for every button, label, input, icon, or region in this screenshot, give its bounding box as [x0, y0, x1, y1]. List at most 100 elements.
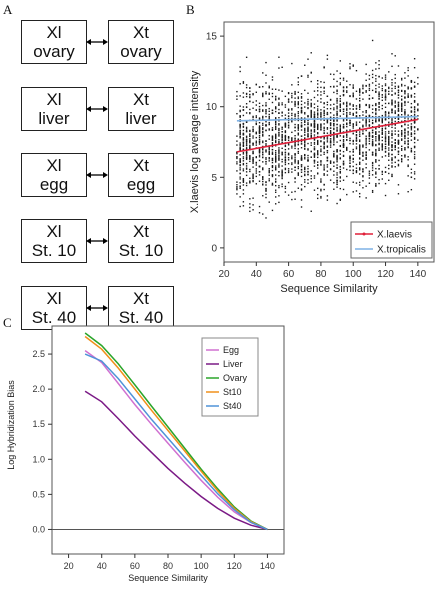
scatter-point: [368, 172, 371, 174]
scatter-point: [287, 162, 290, 165]
scatter-point: [384, 151, 387, 153]
scatter-point: [284, 158, 287, 160]
scatter-point: [265, 104, 267, 106]
scatter-point: [342, 167, 345, 169]
scatter-point: [239, 154, 241, 156]
scatter-point: [297, 152, 300, 154]
scatter-point: [245, 142, 248, 144]
scatter-point: [287, 135, 290, 138]
scatter-point: [245, 84, 248, 86]
scatter-point: [300, 188, 303, 190]
scatter-point: [297, 138, 300, 140]
scatter-point: [239, 70, 241, 73]
scatter-point: [307, 149, 309, 151]
scatter-point: [407, 88, 409, 90]
scatter-point: [349, 67, 351, 70]
scatter-point: [388, 140, 390, 143]
scatter-point: [300, 166, 303, 168]
scatter-point: [375, 131, 377, 134]
scatter-point: [304, 140, 306, 142]
scatter-point: [358, 149, 361, 152]
scatter-point: [365, 139, 367, 141]
scatter-point: [316, 83, 319, 85]
scatter-point: [284, 168, 287, 171]
scatter-point: [313, 160, 316, 162]
scatter-point: [310, 210, 312, 212]
scatter-point: [371, 169, 374, 172]
scatter-point: [410, 139, 413, 141]
scatter-point: [329, 142, 332, 144]
scatter-point: [245, 130, 248, 133]
scatter-point: [278, 142, 280, 144]
y-tick-label: 0.5: [32, 489, 45, 499]
scatter-point: [375, 104, 377, 107]
scatter-point: [388, 141, 390, 144]
scatter-point: [262, 167, 264, 169]
scatter-point: [342, 126, 345, 129]
scatter-point: [397, 150, 400, 152]
scatter-point: [410, 123, 413, 125]
scatter-point: [310, 134, 312, 137]
scatter-point: [349, 119, 351, 122]
scatter-point: [384, 102, 387, 105]
scatter-point: [278, 147, 280, 149]
scatter-point: [375, 136, 377, 138]
line-chart: 20 40 60 80 100 120 1400.00.51.01.52.02.5Seque…: [6, 325, 285, 583]
scatter-point: [274, 133, 277, 136]
x-axis-label: Sequence Similarity: [280, 283, 378, 295]
scatter-point: [378, 131, 380, 133]
scatter-point: [400, 147, 403, 150]
scatter-point: [400, 85, 403, 87]
scatter-point: [249, 146, 251, 149]
scatter-point: [316, 86, 319, 89]
scatter-point: [336, 186, 338, 188]
scatter-point: [339, 72, 342, 75]
scatter-point: [271, 165, 274, 167]
scatter-point: [291, 139, 293, 141]
double-arrow-icon: [86, 172, 108, 178]
scatter-point: [368, 115, 371, 117]
scatter-point: [258, 108, 261, 111]
scatter-point: [258, 152, 261, 154]
scatter-point: [252, 161, 254, 163]
scatter-point: [316, 150, 319, 152]
scatter-point: [358, 131, 361, 133]
scatter-point: [271, 101, 274, 104]
scatter-point: [326, 120, 329, 122]
scatter-point: [352, 143, 354, 145]
scatter-point: [291, 168, 293, 170]
scatter-point: [346, 91, 348, 94]
scatter-point: [417, 109, 419, 112]
panel-label-a: A: [3, 2, 13, 17]
scatter-point: [291, 147, 293, 149]
scatter-point: [268, 92, 270, 94]
scatter-point: [413, 121, 416, 123]
scatter-point: [307, 126, 309, 128]
scatter-point: [262, 178, 264, 181]
scatter-point: [284, 148, 287, 151]
scatter-point: [384, 89, 387, 91]
scatter-point: [258, 121, 261, 124]
scatter-point: [300, 189, 303, 191]
scatter-point: [316, 110, 319, 112]
scatter-point: [378, 91, 380, 93]
scatter-point: [404, 84, 406, 87]
scatter-point: [281, 112, 283, 114]
scatter-point: [378, 118, 380, 120]
scatter-point: [236, 135, 238, 137]
scatter-point: [258, 140, 261, 143]
scatter-point: [278, 186, 280, 189]
scatter-point: [236, 186, 238, 188]
scatter-point: [245, 135, 248, 138]
scatter-point: [352, 139, 354, 142]
scatter-point: [304, 179, 306, 181]
scatter-point: [368, 74, 371, 77]
scatter-point: [265, 102, 267, 104]
scatter-point: [313, 141, 316, 144]
scatter-point: [339, 104, 342, 106]
scatter-point: [378, 103, 380, 105]
scatter-point: [397, 105, 400, 108]
scatter-point: [329, 122, 332, 124]
scatter-point: [316, 156, 319, 159]
scatter-point: [284, 125, 287, 128]
